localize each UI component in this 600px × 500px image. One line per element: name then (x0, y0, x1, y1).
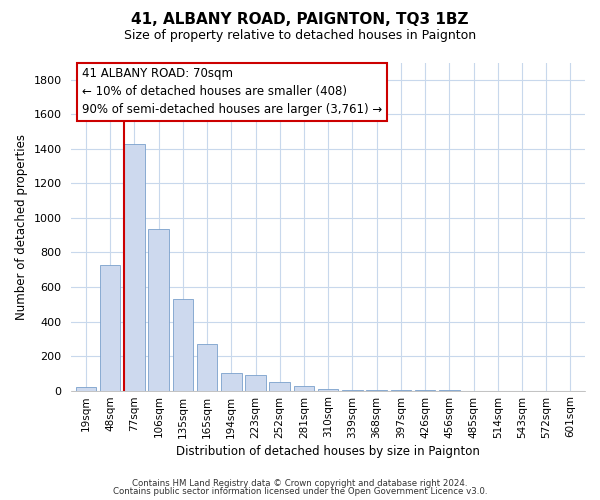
Bar (197, 344, 217, 391)
Bar (173, 299, 193, 390)
Text: Contains HM Land Registry data © Crown copyright and database right 2024.: Contains HM Land Registry data © Crown c… (132, 478, 468, 488)
Text: 41, ALBANY ROAD, PAIGNTON, TQ3 1BZ: 41, ALBANY ROAD, PAIGNTON, TQ3 1BZ (131, 12, 469, 28)
Y-axis label: Number of detached properties: Number of detached properties (15, 134, 28, 320)
Bar (100, 264, 121, 390)
Bar (76, 387, 96, 390)
Text: 41 ALBANY ROAD: 70sqm
← 10% of detached houses are smaller (408)
90% of semi-det: 41 ALBANY ROAD: 70sqm ← 10% of detached … (82, 68, 382, 116)
Text: Contains public sector information licensed under the Open Government Licence v3: Contains public sector information licen… (113, 487, 487, 496)
Bar (269, 382, 290, 390)
Text: Size of property relative to detached houses in Paignton: Size of property relative to detached ho… (124, 29, 476, 42)
Bar (293, 386, 314, 390)
Bar (245, 375, 266, 390)
Bar (148, 229, 169, 390)
X-axis label: Distribution of detached houses by size in Paignton: Distribution of detached houses by size … (176, 444, 480, 458)
Bar (124, 144, 145, 390)
Bar (221, 374, 242, 390)
Bar (318, 389, 338, 390)
